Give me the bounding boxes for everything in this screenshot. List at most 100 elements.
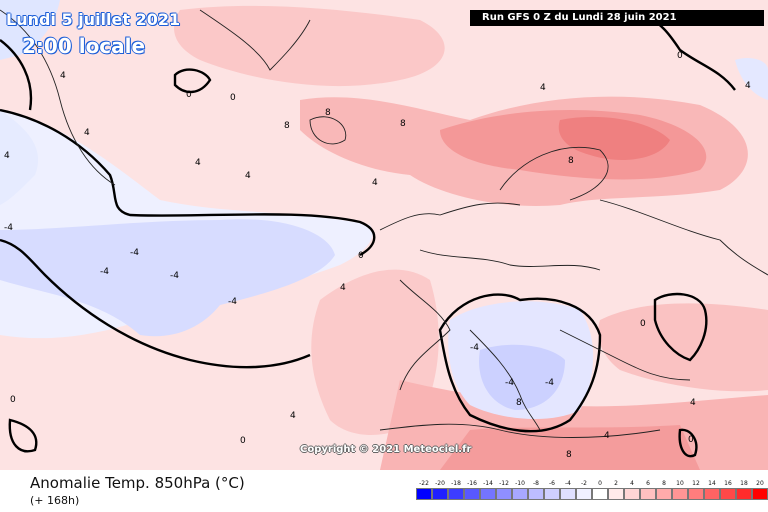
zero-contour-atlantic-south <box>0 238 311 369</box>
legend-label: 12 <box>692 480 700 487</box>
legend-swatch <box>608 488 624 500</box>
coast-greenland-east <box>199 9 311 71</box>
border-central <box>419 249 601 271</box>
legend-swatches <box>416 488 768 500</box>
coastlines <box>0 9 768 438</box>
border-east <box>599 199 768 276</box>
forecast-offset: (+ 168h) <box>30 494 80 507</box>
legend-label: -2 <box>581 480 587 487</box>
legend-label: 10 <box>676 480 684 487</box>
contour-label: 0 <box>186 90 192 100</box>
legend-label: 18 <box>740 480 748 487</box>
legend-label: 2 <box>614 480 618 487</box>
legend-label: 4 <box>630 480 634 487</box>
contour-label: 0 <box>240 436 246 446</box>
legend-swatch <box>640 488 656 500</box>
contour-label: -4 <box>4 223 13 233</box>
legend-label: -6 <box>549 480 555 487</box>
contour-label: -4 <box>100 267 109 277</box>
coast-greenland-west <box>0 9 116 186</box>
contour-label: 8 <box>566 450 572 460</box>
legend-label: -14 <box>483 480 493 487</box>
cool-anomaly-greenland <box>0 0 60 60</box>
contour-label: 4 <box>84 128 90 138</box>
legend-swatch <box>496 488 512 500</box>
legend-swatch <box>544 488 560 500</box>
anomaly-map: 4 4 4 4 4 4 4 4 8 8 8 8 8 8 0 0 0 0 0 0 … <box>0 0 768 470</box>
contour-label: -4 <box>545 378 554 388</box>
coast-scandinavia <box>499 146 609 201</box>
contour-label: 4 <box>195 158 201 168</box>
legend-swatch <box>752 488 768 500</box>
legend-label: 8 <box>662 480 666 487</box>
contour-label: 0 <box>640 319 646 329</box>
legend-swatch <box>480 488 496 500</box>
color-legend: -22 -20 -18 -16 -14 -12 -10 -8 -6 -4 -2 0 2 4 6 8 10 12 14… <box>416 480 768 500</box>
legend-label: -4 <box>565 480 571 487</box>
zero-contours <box>0 13 736 458</box>
contour-label: 0 <box>688 435 694 445</box>
legend-swatch <box>528 488 544 500</box>
warm-core-north-africa <box>440 425 700 470</box>
contour-label: 0 <box>358 251 364 261</box>
contour-label: -4 <box>470 343 479 353</box>
coast-italy <box>469 329 541 431</box>
contour-label: 4 <box>4 151 10 161</box>
legend-label: -12 <box>499 480 509 487</box>
legend-label: 0 <box>598 480 602 487</box>
legend-swatch <box>464 488 480 500</box>
legend-swatch <box>576 488 592 500</box>
contour-label: 4 <box>690 398 696 408</box>
contour-label: -4 <box>505 378 514 388</box>
legend-label: -18 <box>451 480 461 487</box>
legend-swatch <box>432 488 448 500</box>
warm-max-scandinavia <box>558 116 670 160</box>
coast-balkans <box>559 329 691 381</box>
zero-contour-nw <box>0 39 33 111</box>
run-info-banner: Run GFS 0 Z du Lundi 28 juin 2021 <box>470 10 764 26</box>
coast-iceland <box>309 116 347 145</box>
legend-swatch <box>656 488 672 500</box>
legend-swatch <box>672 488 688 500</box>
cool-anomaly-east <box>735 58 768 100</box>
contour-labels: 4 4 4 4 4 4 4 4 8 8 8 8 8 8 0 0 0 0 0 0 … <box>4 51 751 460</box>
legend-swatch <box>688 488 704 500</box>
zero-contour-atlantic-north <box>0 108 376 257</box>
legend-labels: -22 -20 -18 -16 -14 -12 -10 -8 -6 -4 -2 0 2 4 6 8 10 12 14… <box>416 480 768 488</box>
cool-anomaly-labrador <box>0 110 39 205</box>
legend-swatch <box>560 488 576 500</box>
coast-north-europe <box>379 202 521 231</box>
legend-label: -8 <box>533 480 539 487</box>
contour-label: 8 <box>400 119 406 129</box>
legend-label: 20 <box>756 480 764 487</box>
legend-swatch <box>624 488 640 500</box>
legend-swatch <box>704 488 720 500</box>
zero-contour-small-1 <box>173 68 212 94</box>
contour-label: 4 <box>60 71 66 81</box>
legend-swatch <box>592 488 608 500</box>
legend-swatch <box>416 488 432 500</box>
contour-label: 4 <box>540 83 546 93</box>
valid-time: 2:00 locale <box>22 34 146 58</box>
coast-iberia <box>399 279 451 391</box>
copyright-text: Copyright © 2021 Meteociel.fr <box>300 444 472 455</box>
legend-swatch <box>512 488 528 500</box>
contour-label: -4 <box>130 248 139 258</box>
legend-label: 16 <box>724 480 732 487</box>
legend-label: 14 <box>708 480 716 487</box>
zero-contour-south-atlantic <box>8 418 38 453</box>
contour-label: 4 <box>340 283 346 293</box>
cool-core-mediterranean <box>479 344 565 410</box>
legend-swatch <box>736 488 752 500</box>
legend-label: -10 <box>515 480 525 487</box>
contour-label: 4 <box>745 81 751 91</box>
contour-label: -4 <box>228 297 237 307</box>
legend-swatch <box>448 488 464 500</box>
valid-date: Lundi 5 juillet 2021 <box>6 10 181 29</box>
contour-label: 0 <box>10 395 16 405</box>
contour-label: 4 <box>604 431 610 441</box>
zero-contour-mediterranean <box>438 293 602 433</box>
legend-label: -16 <box>467 480 477 487</box>
zero-contour-levant <box>678 428 698 458</box>
cool-anomaly-atlantic <box>0 219 335 337</box>
